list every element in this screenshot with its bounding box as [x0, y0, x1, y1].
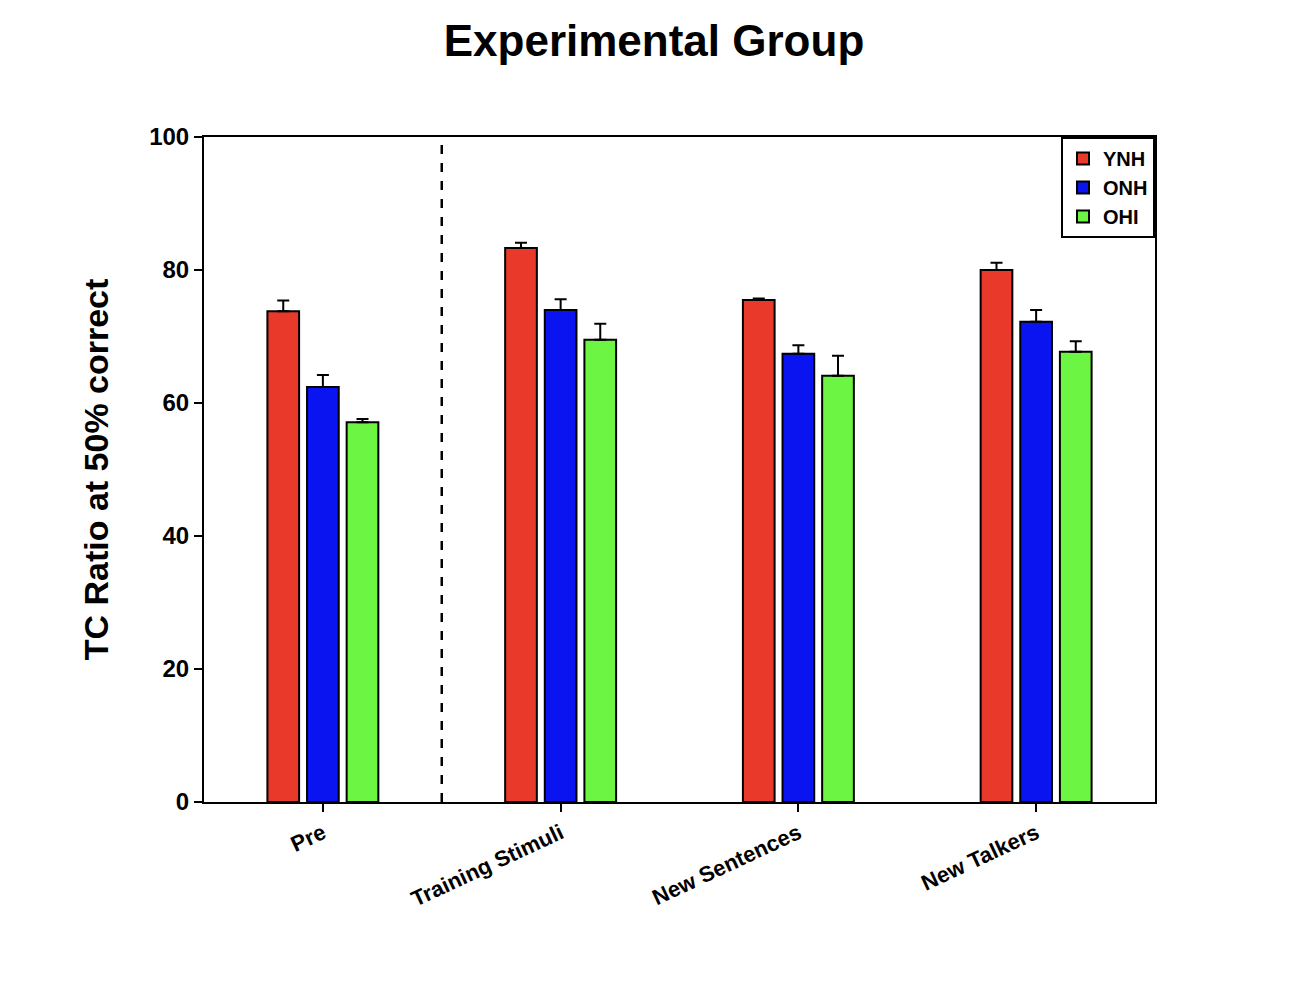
- svg-text:40: 40: [162, 522, 189, 549]
- svg-text:Pre: Pre: [287, 819, 330, 857]
- svg-text:TC Ratio at 50% correct: TC Ratio at 50% correct: [77, 279, 115, 661]
- svg-text:YNH: YNH: [1103, 148, 1145, 170]
- svg-text:60: 60: [162, 389, 189, 416]
- svg-text:20: 20: [162, 655, 189, 682]
- svg-text:New Talkers: New Talkers: [917, 819, 1042, 895]
- svg-text:Training Stimuli: Training Stimuli: [407, 819, 567, 911]
- svg-text:Experimental Group: Experimental Group: [444, 16, 865, 65]
- svg-text:80: 80: [162, 256, 189, 283]
- svg-text:ONH: ONH: [1103, 177, 1147, 199]
- svg-text:New Sentences: New Sentences: [648, 819, 805, 910]
- svg-text:100: 100: [149, 123, 189, 150]
- svg-text:OHI: OHI: [1103, 206, 1139, 228]
- svg-text:0: 0: [176, 788, 189, 815]
